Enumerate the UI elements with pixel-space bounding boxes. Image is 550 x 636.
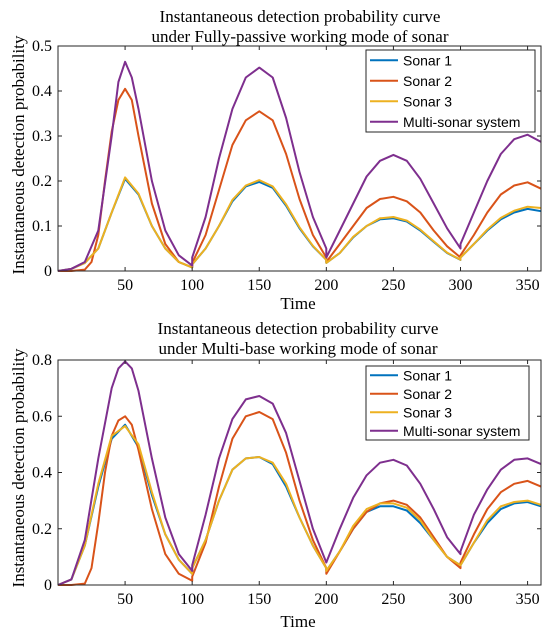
bottom-chart-series-sonar-3-line <box>57 425 542 586</box>
bottom-chart-x-tick-label: 200 <box>314 591 338 608</box>
top-chart-legend-box <box>365 49 536 133</box>
bottom-chart-y-tick-label: 0.8 <box>32 352 52 369</box>
top-chart-legend-label: Multi-sonar system <box>403 114 520 130</box>
bottom-chart-x-tick-label: 100 <box>180 591 204 608</box>
top-chart-y-tick-label: 0.5 <box>32 38 52 55</box>
bottom-chart-y-tick-label: 0.2 <box>32 521 52 538</box>
top-chart-legend-label: Sonar 1 <box>403 52 452 68</box>
bottom-chart-x-tick-label: 250 <box>381 591 405 608</box>
top-chart-legend: Sonar 1 Sonar 2 Sonar 3 Multi-sonar system <box>365 49 536 133</box>
top-chart-axes-box <box>57 45 542 272</box>
bottom-chart-x-tick-label: 50 <box>117 591 133 608</box>
bottom-chart-y-tick-label: 0 <box>44 577 52 594</box>
top-chart-x-tick-label: 300 <box>449 277 473 294</box>
bottom-chart-legend-label: Sonar 1 <box>403 367 452 383</box>
bottom-chart-series-multi-sonar-system-line <box>57 360 542 586</box>
top-chart-title-line2: under Fully-passive working mode of sona… <box>152 27 449 46</box>
bottom-chart-legend: Sonar 1 Sonar 2 Sonar 3 Multi-sonar system <box>365 365 530 441</box>
bottom-chart-title-line1: Instantaneous detection probability curv… <box>158 319 439 338</box>
bottom-chart-y-tick-label: 0.4 <box>32 465 52 482</box>
bottom-chart-legend-label: Sonar 2 <box>403 386 452 402</box>
top-chart-y-label: Instantaneous detection probability <box>9 35 28 274</box>
bottom-chart-y-tick-label: 0.6 <box>32 408 52 425</box>
bottom-chart: Instantaneous detection probability curv… <box>9 319 542 631</box>
top-chart-y-tick-label: 0.4 <box>32 83 52 100</box>
bottom-chart-x-tick-label: 150 <box>247 591 271 608</box>
bottom-chart-x-tick-label: 300 <box>449 591 473 608</box>
bottom-chart-y-label: Instantaneous detection probability <box>9 348 28 587</box>
bottom-chart-x-tick-label: 350 <box>516 591 540 608</box>
top-chart-x-tick-label: 100 <box>180 277 204 294</box>
top-chart-series-sonar-3-line <box>57 176 542 272</box>
top-chart-legend-label: Sonar 3 <box>403 93 452 109</box>
top-chart-x-tick-label: 350 <box>516 277 540 294</box>
top-chart-y-tick-label: 0.3 <box>32 128 52 145</box>
bottom-chart-legend-label: Sonar 3 <box>403 404 452 420</box>
top-chart-x-tick-label: 150 <box>247 277 271 294</box>
top-chart-x-tick-label: 250 <box>381 277 405 294</box>
top-chart-title-line1: Instantaneous detection probability curv… <box>160 7 441 26</box>
bottom-chart-title-line2: under Multi-base working mode of sonar <box>158 339 437 358</box>
top-chart-y-tick-label: 0.1 <box>32 218 52 235</box>
top-chart-series-sonar-2-line <box>58 87 542 272</box>
top-chart-y-tick-label: 0.2 <box>32 173 52 190</box>
bottom-chart-legend-box <box>365 365 530 441</box>
bottom-chart-legend-label: Multi-sonar system <box>403 423 520 439</box>
top-chart-x-tick-label: 50 <box>117 277 133 294</box>
top-chart-x-label: Time <box>280 294 315 313</box>
top-chart-series-multi-sonar-system-line <box>57 60 542 272</box>
top-chart-y-tick-label: 0 <box>44 263 52 280</box>
top-chart: Instantaneous detection probability curv… <box>9 7 542 313</box>
bottom-chart-series-sonar-2-line <box>58 411 542 586</box>
top-chart-x-tick-label: 200 <box>314 277 338 294</box>
bottom-chart-x-label: Time <box>280 612 315 631</box>
bottom-chart-series-sonar-1-line <box>57 423 542 586</box>
top-chart-legend-label: Sonar 2 <box>403 73 452 89</box>
